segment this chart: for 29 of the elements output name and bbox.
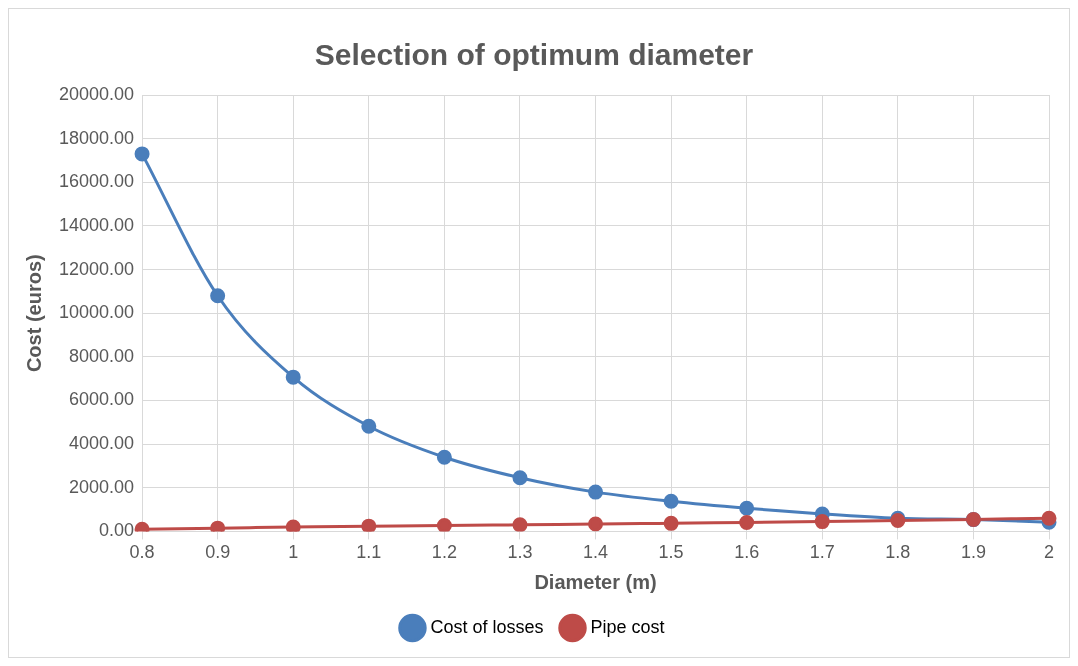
y-tick-label: 6000.00 [69, 389, 135, 410]
y-tick-label: 2000.00 [69, 476, 135, 497]
x-tick-label: 1.3 [507, 542, 533, 563]
x-tick-label: 1.7 [809, 542, 835, 563]
x-tick-label: 1.9 [960, 542, 986, 563]
y-tick-label: 10000.00 [59, 302, 135, 323]
y-tick-label: 14000.00 [59, 214, 135, 235]
y-axis-title: Cost (euros) [22, 254, 45, 373]
chart-title: Selection of optimum diameter [314, 38, 754, 72]
legend-label: Pipe cost [590, 616, 665, 637]
y-tick-label: 12000.00 [59, 258, 135, 279]
legend-label: Cost of losses [430, 616, 544, 637]
x-tick-label: 0.9 [205, 542, 231, 563]
x-tick-label: 1.5 [658, 542, 684, 563]
x-tick-label: 0.8 [129, 542, 155, 563]
y-tick-label: 8000.00 [69, 345, 135, 366]
x-tick-label: 1 [288, 542, 299, 563]
y-tick-label: 16000.00 [59, 171, 135, 192]
x-tick-label: 1.4 [583, 542, 609, 563]
x-axis-title: Diameter (m) [534, 570, 657, 593]
y-tick-label: 20000.00 [59, 83, 135, 104]
y-tick-label: 4000.00 [69, 433, 135, 454]
x-tick-label: 1.1 [356, 542, 382, 563]
x-tick-label: 1.2 [431, 542, 457, 563]
x-tick-label: 2 [1043, 542, 1055, 563]
y-tick-label: 0.00 [99, 520, 135, 541]
x-tick-label: 1.8 [885, 542, 911, 563]
x-tick-label: 1.6 [734, 542, 760, 563]
y-tick-label: 18000.00 [59, 127, 135, 148]
